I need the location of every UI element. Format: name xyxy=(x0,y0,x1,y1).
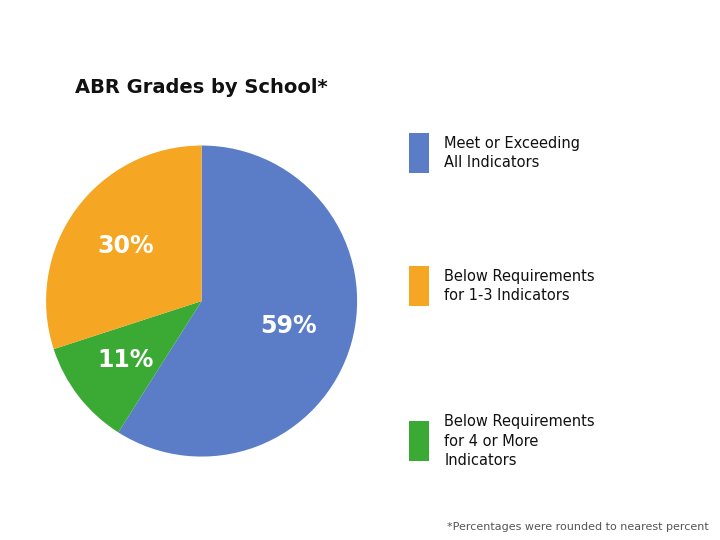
Wedge shape xyxy=(118,145,357,456)
Text: 59%: 59% xyxy=(260,314,317,338)
Text: Below Requirements
for 4 or More
Indicators: Below Requirements for 4 or More Indicat… xyxy=(444,415,595,468)
Wedge shape xyxy=(46,145,202,349)
Title: ABR Grades by School*: ABR Grades by School* xyxy=(76,78,328,97)
Text: 11%: 11% xyxy=(97,348,153,372)
Text: Below Requirements
for 1-3 Indicators: Below Requirements for 1-3 Indicators xyxy=(444,269,595,303)
FancyBboxPatch shape xyxy=(410,133,429,173)
Text: Meet or Exceeding
All Indicators: Meet or Exceeding All Indicators xyxy=(444,136,580,171)
Text: ABR Self-Assessment for 2013-2014: ABR Self-Assessment for 2013-2014 xyxy=(13,26,603,54)
FancyBboxPatch shape xyxy=(410,421,429,461)
Text: 30%: 30% xyxy=(98,234,154,258)
Wedge shape xyxy=(54,301,202,433)
Text: *Percentages were rounded to nearest percent: *Percentages were rounded to nearest per… xyxy=(447,522,709,532)
FancyBboxPatch shape xyxy=(410,266,429,306)
